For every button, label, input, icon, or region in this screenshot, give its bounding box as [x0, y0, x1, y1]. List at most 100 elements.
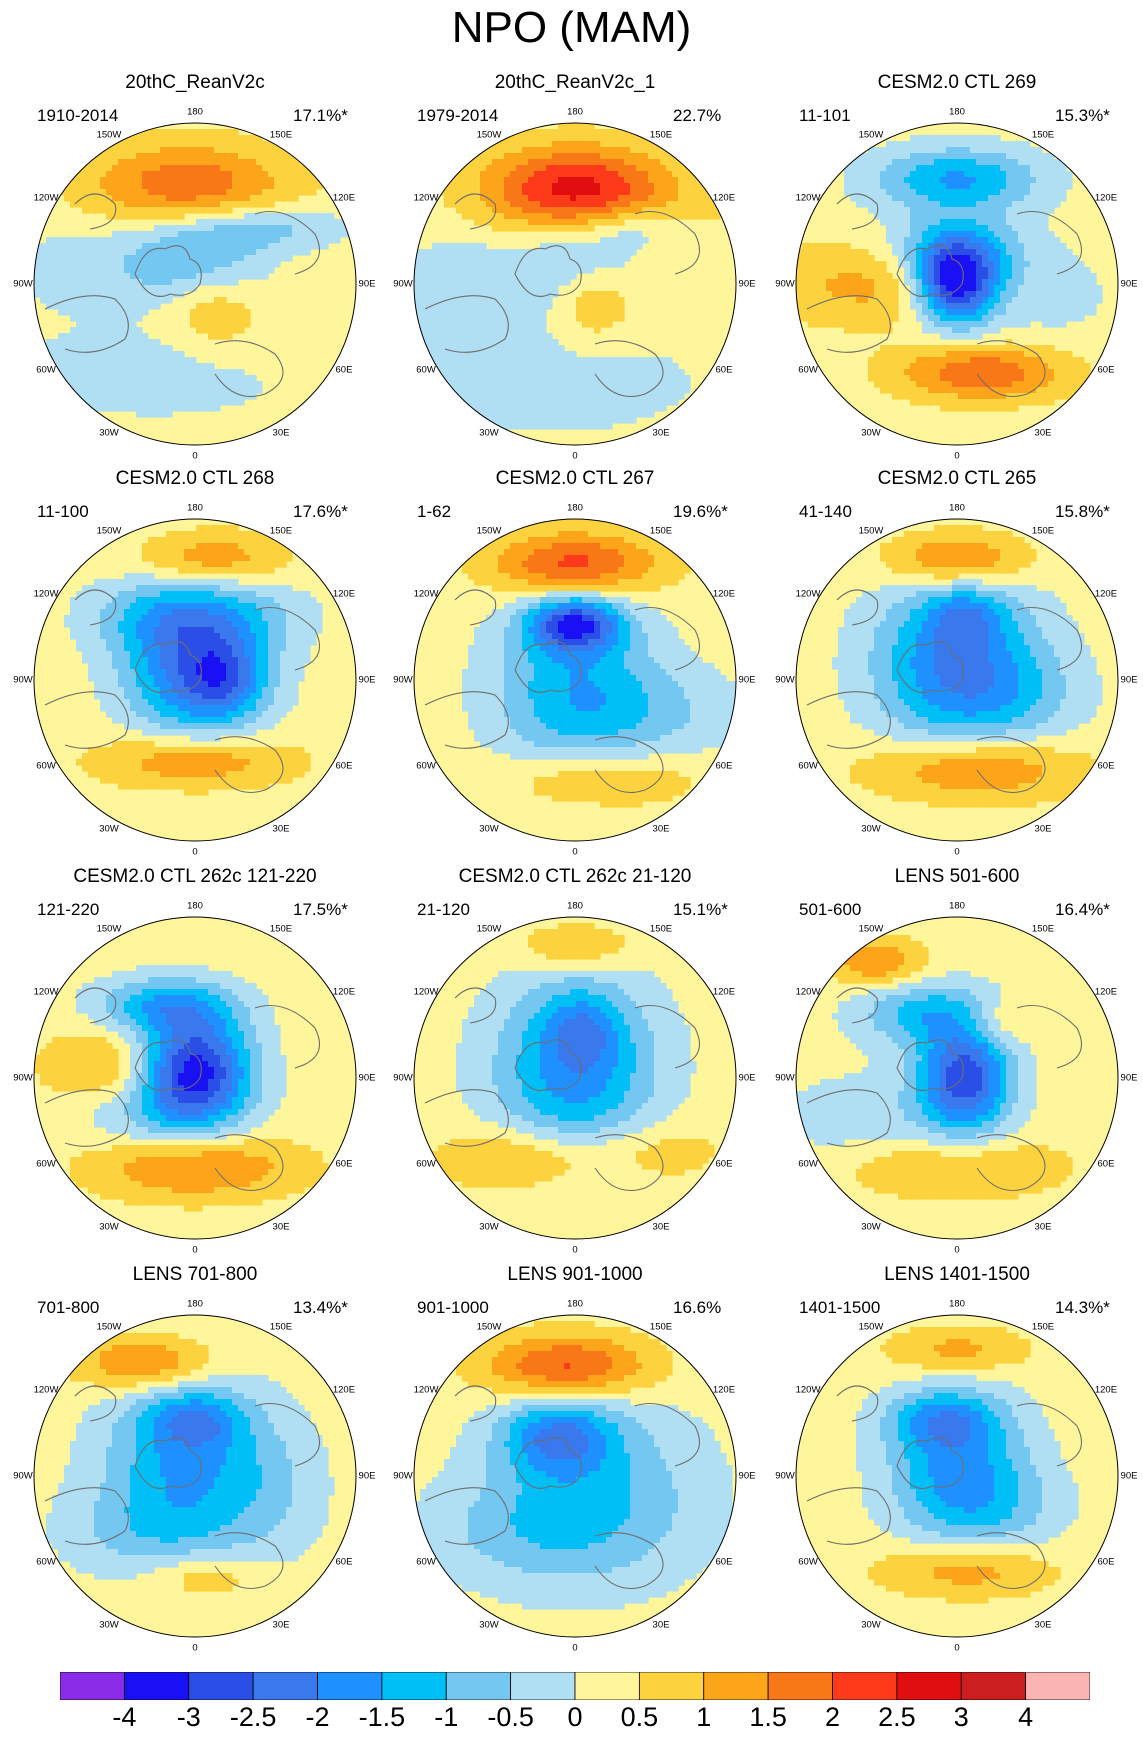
panel-title: LENS 1401-1500	[884, 1264, 1030, 1285]
longitude-label: 30W	[861, 1619, 881, 1631]
figure-title: NPO (MAM)	[451, 3, 692, 52]
longitude-label: 150E	[269, 525, 293, 537]
colorbar-swatch	[1025, 1671, 1091, 1701]
panel-years: 501-600	[799, 900, 862, 919]
longitude-label: 180	[567, 106, 583, 118]
colorbar-swatch	[188, 1671, 254, 1701]
longitude-label: 120E	[1094, 192, 1118, 204]
longitude-label: 60E	[1097, 364, 1115, 376]
colorbar-swatch	[252, 1671, 318, 1701]
longitude-label: 120E	[712, 588, 736, 600]
colorbar-tick-label: 3	[953, 1702, 969, 1732]
longitude-label: 150E	[1031, 1321, 1055, 1333]
longitude-label: 90E	[738, 1072, 756, 1084]
polar-map	[413, 122, 737, 446]
colorbar-svg	[59, 1671, 1091, 1701]
colorbar-swatch	[703, 1671, 769, 1701]
longitude-label: 120W	[795, 986, 821, 998]
map-border	[795, 916, 1119, 1240]
longitude-label: 120W	[413, 1384, 439, 1396]
panel-years: 1910-2014	[37, 106, 119, 125]
colorbar-tick-label: -4	[112, 1702, 137, 1732]
longitude-label: 150E	[1031, 129, 1055, 141]
longitude-label: 120W	[795, 588, 821, 600]
longitude-label: 0	[192, 450, 198, 462]
longitude-label: 60E	[1097, 1556, 1115, 1568]
panel-years: 41-140	[799, 502, 852, 521]
colorbar-tick-label: 2	[824, 1702, 841, 1732]
longitude-label: 90W	[775, 278, 795, 290]
longitude-label: 60E	[715, 760, 733, 772]
longitude-label: 60E	[335, 1158, 353, 1170]
longitude-label: 120W	[413, 588, 439, 600]
longitude-label: 30W	[99, 1619, 119, 1631]
longitude-label: 0	[572, 846, 578, 858]
colorbar-swatch	[832, 1671, 898, 1701]
colorbar-swatch	[317, 1671, 383, 1701]
longitude-label: 60W	[416, 1556, 436, 1568]
colorbar-tick-label: -2.5	[229, 1702, 277, 1732]
longitude-label: 150E	[1031, 525, 1055, 537]
longitude-label: 0	[192, 1642, 198, 1654]
colorbar-swatch	[638, 1671, 705, 1701]
longitude-label: 150E	[1031, 923, 1055, 935]
longitude-label: 120E	[332, 588, 356, 600]
colorbar-tick-label: 1.5	[749, 1702, 787, 1732]
longitude-label: 0	[954, 1244, 960, 1256]
panel-variance-pct: 17.6%*	[293, 502, 348, 521]
panel-years: 11-100	[37, 502, 89, 521]
longitude-label: 0	[572, 450, 578, 462]
map-border	[33, 916, 357, 1240]
longitude-label: 60E	[335, 760, 353, 772]
panel-variance-pct: 15.3%*	[1055, 106, 1110, 125]
coastline	[44, 589, 320, 794]
longitude-label: 150E	[269, 129, 293, 141]
colorbar-swatch	[59, 1671, 125, 1701]
longitude-label: 120E	[1094, 986, 1118, 998]
panel-title: LENS 901-1000	[507, 1264, 643, 1285]
panel-years: 121-220	[37, 900, 100, 919]
longitude-label: 0	[572, 1642, 578, 1654]
panel-variance-pct: 15.8%*	[1055, 502, 1110, 521]
map-border	[413, 122, 737, 446]
polar-map	[33, 122, 357, 446]
longitude-label: 120W	[33, 192, 59, 204]
map-border	[795, 1314, 1119, 1638]
longitude-label: 150W	[96, 1321, 122, 1333]
colorbar-swatch	[510, 1671, 576, 1701]
longitude-label: 90W	[775, 1072, 795, 1084]
longitude-label: 120E	[332, 986, 356, 998]
longitude-label: 30E	[652, 1619, 670, 1631]
polar-map	[795, 1314, 1119, 1638]
panel-years: 1979-2014	[417, 106, 499, 125]
longitude-label: 30E	[1034, 823, 1052, 835]
anomaly-field	[796, 917, 1118, 1239]
map-panel: CESM2.0 CTL 265 41-140 15.8%* 180 150E 120E 90…	[767, 458, 1143, 858]
panel-variance-pct: 17.5%*	[293, 900, 348, 919]
longitude-label: 60W	[798, 364, 818, 376]
longitude-label: 30W	[99, 1221, 119, 1233]
longitude-label: 0	[954, 450, 960, 462]
map-panel: CESM2.0 CTL 269 11-101 15.3%* 180 150E 120E 90…	[767, 62, 1143, 462]
colorbar-tick-label: -2	[305, 1702, 330, 1732]
longitude-label: 60E	[1097, 760, 1115, 772]
longitude-label: 30W	[99, 427, 119, 439]
longitude-label: 120E	[332, 192, 356, 204]
longitude-label: 60W	[416, 364, 436, 376]
longitude-label: 60W	[36, 364, 56, 376]
longitude-label: 180	[187, 106, 203, 118]
panel-variance-pct: 22.7%	[673, 106, 722, 125]
longitude-label: 150E	[649, 1321, 673, 1333]
coastline	[806, 987, 1082, 1192]
longitude-label: 90E	[738, 1470, 756, 1482]
longitude-label: 60E	[715, 1556, 733, 1568]
anomaly-field	[34, 1315, 356, 1637]
longitude-label: 0	[192, 1244, 198, 1256]
longitude-label: 30W	[479, 1619, 499, 1631]
colorbar-tick-label: 2.5	[878, 1702, 916, 1732]
anomaly-field	[414, 917, 736, 1239]
colorbar-swatch	[574, 1671, 640, 1701]
colorbar-tick-label: 0	[567, 1702, 583, 1732]
longitude-label: 120E	[712, 192, 736, 204]
longitude-label: 120W	[413, 192, 439, 204]
